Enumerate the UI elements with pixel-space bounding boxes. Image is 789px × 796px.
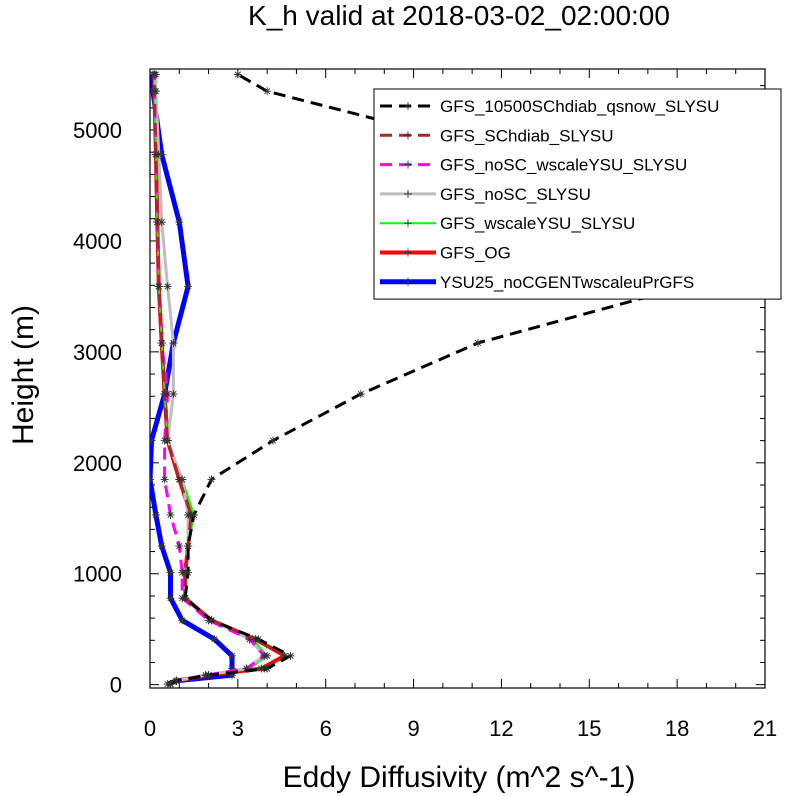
series-marker — [474, 339, 482, 348]
plot-frame — [149, 68, 766, 689]
x-tick-label: 9 — [407, 716, 419, 741]
legend-label: GFS_10500SChdiab_qsnow_SLYSU — [440, 97, 719, 116]
series-marker — [169, 339, 178, 348]
series-marker — [150, 436, 156, 445]
series-marker — [166, 510, 175, 519]
y-tick-label: 2000 — [73, 451, 122, 476]
series-marker — [356, 390, 365, 399]
x-tick-label: 18 — [665, 716, 689, 741]
series-marker — [160, 475, 169, 484]
series-marker — [228, 651, 236, 660]
y-tick-label: 4000 — [73, 229, 122, 254]
x-tick-label: 6 — [320, 716, 332, 741]
series-marker — [166, 568, 175, 577]
series-marker — [181, 594, 190, 603]
series-marker — [166, 594, 175, 603]
legend-label: GFS_noSC_wscaleYSU_SLYSU — [440, 156, 687, 175]
legend-label: GFS_noSC_SLYSU — [440, 185, 591, 204]
series-marker — [254, 635, 263, 644]
plot-border — [149, 68, 766, 689]
legend-label: GFS_SChdiab_SLYSU — [440, 126, 614, 145]
series-marker — [207, 616, 216, 625]
series-marker — [175, 542, 184, 551]
legend-item: YSU25_noCGENTwscaleuPrGFS — [380, 273, 694, 292]
series-marker — [150, 87, 159, 96]
series-marker — [172, 676, 181, 685]
legend-box — [373, 88, 782, 300]
y-tick-label: 3000 — [73, 340, 122, 365]
x-tick-label: 15 — [577, 716, 601, 741]
series-line — [152, 74, 287, 686]
legend-item: GFS_wscaleYSU_SLYSU — [380, 214, 635, 233]
x-tick-label: 21 — [753, 716, 777, 741]
series-marker — [150, 475, 154, 484]
series-marker — [163, 282, 172, 291]
x-tick-label: 0 — [144, 716, 156, 741]
series-marker — [210, 635, 219, 644]
series-marker — [260, 651, 269, 660]
series-marker — [175, 475, 184, 484]
series-line — [169, 73, 755, 686]
x-axis-title: Eddy Diffusivity (m^2 s^-1) — [283, 761, 636, 794]
series-marker — [178, 616, 187, 625]
legend-label: GFS_wscaleYSU_SLYSU — [440, 214, 635, 233]
series-marker — [184, 542, 193, 551]
series-marker — [207, 475, 216, 484]
x-tick-label: 12 — [489, 716, 513, 741]
legend-item: GFS_noSC_SLYSU — [380, 185, 591, 204]
series-marker — [184, 282, 193, 291]
y-tick-label: 1000 — [73, 562, 122, 587]
series-marker — [153, 218, 162, 227]
y-tick-label: 0 — [110, 673, 122, 698]
chart-title: K_h valid at 2018-03-02_02:00:00 — [248, 0, 670, 31]
series-marker — [154, 282, 163, 291]
series-line — [152, 74, 266, 686]
series-6 — [150, 70, 236, 688]
series-marker — [175, 218, 184, 227]
series-marker — [204, 671, 213, 680]
series-marker — [184, 568, 193, 577]
y-axis: 0 1000 2000 3000 4000 5000 — [73, 85, 765, 698]
series-marker — [163, 436, 172, 445]
x-tick-label: 3 — [232, 716, 244, 741]
series-marker — [286, 651, 295, 660]
legend-label: GFS_OG — [440, 244, 511, 263]
x-axis: 0 3 6 9 12 15 18 21 — [144, 69, 777, 741]
legend-label: YSU25_noCGENTwscaleuPrGFS — [440, 273, 694, 292]
series-marker — [150, 70, 159, 79]
series-marker — [263, 664, 272, 673]
series-layer — [150, 70, 758, 688]
legend-item: GFS_10500SChdiab_qsnow_SLYSU — [380, 97, 719, 116]
legend: GFS_10500SChdiab_qsnow_SLYSU GFS_SChdiab_… — [373, 88, 782, 300]
series-marker — [151, 150, 160, 159]
series-marker — [263, 87, 272, 96]
series-marker — [160, 390, 169, 399]
series-marker — [166, 680, 175, 688]
series-marker — [269, 436, 277, 445]
series-marker — [233, 70, 242, 79]
series-marker — [157, 542, 166, 551]
legend-item: GFS_SChdiab_SLYSU — [380, 126, 614, 145]
y-axis-title: Height (m) — [7, 305, 40, 445]
series-marker — [151, 510, 160, 519]
legend-item: GFS_noSC_wscaleYSU_SLYSU — [380, 156, 687, 175]
series-marker — [157, 339, 166, 348]
series-marker — [189, 510, 198, 519]
series-marker — [157, 218, 166, 227]
y-tick-label: 5000 — [73, 118, 122, 143]
legend-item: GFS_OG — [380, 244, 511, 263]
